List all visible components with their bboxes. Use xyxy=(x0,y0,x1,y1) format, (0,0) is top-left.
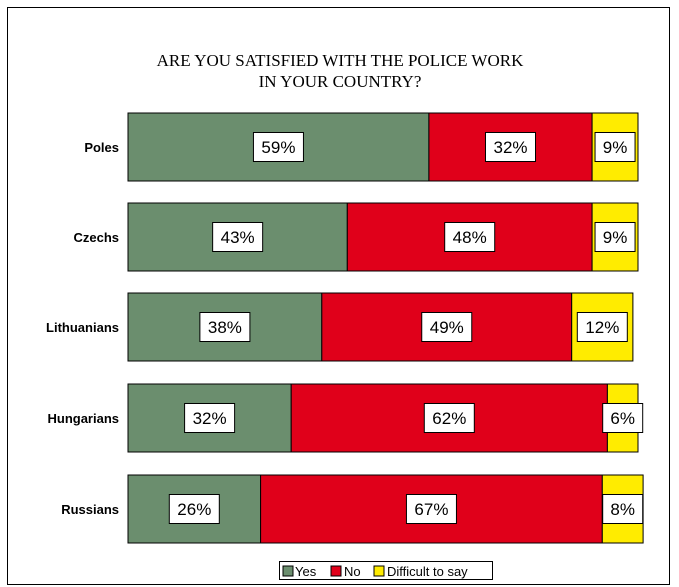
data-label-box-russians-yes xyxy=(168,494,220,524)
data-labels-layer: 59% 32% 9% 43% 48% 9% 38% 49% 12% 32% 62% 6% 26% 67% 8… xyxy=(168,132,644,524)
chart-title-line-1: ARE YOU SATISFIED WITH THE POLICE WORK xyxy=(157,51,524,70)
category-label-poles: Poles xyxy=(84,140,119,155)
legend-swatch-difficult-to-say xyxy=(373,565,385,577)
data-label-czechs-no: 48% xyxy=(453,228,487,247)
data-label-lithuanians-yes: 38% xyxy=(208,318,242,337)
data-label-box-lithuanians-yes xyxy=(199,312,251,342)
legend-swatch-no xyxy=(330,565,342,577)
data-label-hungarians-yes: 32% xyxy=(193,409,227,428)
category-label-lithuanians: Lithuanians xyxy=(46,320,119,335)
data-label-poles-difficult-to-say: 9% xyxy=(603,138,628,157)
data-label-russians-difficult-to-say: 8% xyxy=(610,500,635,519)
data-label-czechs-yes: 43% xyxy=(221,228,255,247)
data-label-czechs-difficult-to-say: 9% xyxy=(603,228,628,247)
data-label-russians-yes: 26% xyxy=(177,500,211,519)
category-label-russians: Russians xyxy=(61,502,119,517)
data-label-box-poles-no xyxy=(485,132,536,162)
legend-label-no: No xyxy=(344,564,361,579)
data-label-hungarians-difficult-to-say: 6% xyxy=(610,409,635,428)
data-label-box-poles-difficult-to-say xyxy=(594,132,636,162)
legend-label-difficult-to-say: Difficult to say xyxy=(387,564,468,579)
data-label-box-czechs-yes xyxy=(212,222,264,252)
data-label-box-czechs-no xyxy=(444,222,496,252)
data-label-box-russians-no xyxy=(405,494,457,524)
data-label-box-poles-yes xyxy=(252,132,304,162)
data-label-box-hungarians-no xyxy=(423,403,475,433)
data-label-box-russians-difficult-to-say xyxy=(602,494,644,524)
data-label-box-lithuanians-no xyxy=(421,312,473,342)
data-label-poles-yes: 59% xyxy=(261,138,295,157)
data-label-box-czechs-difficult-to-say xyxy=(594,222,636,252)
data-label-russians-no: 67% xyxy=(414,500,448,519)
data-label-lithuanians-no: 49% xyxy=(430,318,464,337)
data-label-box-hungarians-yes xyxy=(184,403,236,433)
category-label-czechs: Czechs xyxy=(73,230,119,245)
legend-swatch-yes xyxy=(282,565,294,577)
data-label-box-lithuanians-difficult-to-say xyxy=(576,312,628,342)
chart-title-line-2: IN YOUR COUNTRY? xyxy=(259,72,422,91)
data-label-box-hungarians-difficult-to-say xyxy=(602,403,644,433)
legend-label-yes: Yes xyxy=(295,564,317,579)
data-label-poles-no: 32% xyxy=(493,138,527,157)
category-labels-layer: Poles Czechs Lithuanians Hungarians Russians xyxy=(46,140,119,517)
category-label-hungarians: Hungarians xyxy=(47,411,119,426)
legend: Yes No Difficult to say xyxy=(279,561,493,580)
bar-russians-yes xyxy=(127,474,262,544)
data-label-hungarians-no: 62% xyxy=(432,409,466,428)
data-label-lithuanians-difficult-to-say: 12% xyxy=(585,318,619,337)
bar-lithuanians-yes xyxy=(127,292,323,362)
